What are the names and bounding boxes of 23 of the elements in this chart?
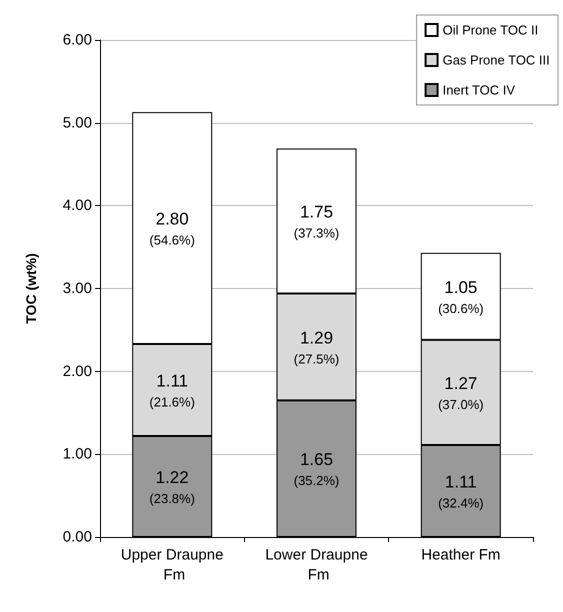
- x-tick-label: Lower Draupne Fm: [265, 546, 368, 584]
- y-tick-label: 1.00: [62, 446, 92, 463]
- x-tick-label: Upper Draupne Fm: [120, 546, 224, 584]
- y-tick-label: 2.00: [62, 362, 92, 380]
- data-label: 1.11 (21.6%): [149, 371, 195, 410]
- data-label: 1.75 (37.3%): [294, 202, 340, 240]
- y-tick-label: 3.00: [62, 280, 92, 297]
- y-axis-title: TOC (wt%): [23, 253, 39, 324]
- data-label: 2.80 (54.6%): [149, 210, 195, 248]
- data-label: 1.11 (32.4%): [438, 472, 484, 511]
- y-tick-label: 0.00: [62, 528, 92, 546]
- legend-label: Oil Prone TOC II: [442, 22, 538, 38]
- x-tick-label: Heather Fm: [421, 546, 500, 564]
- legend-label: Inert TOC IV: [442, 82, 516, 98]
- data-label: 1.29 (27.5%): [294, 328, 340, 366]
- y-tick-label: 4.00: [62, 197, 92, 214]
- data-label: 1.05 (30.6%): [438, 278, 484, 316]
- y-tick-label: 6.00: [62, 32, 92, 48]
- data-label: 1.65 (35.2%): [294, 450, 340, 488]
- y-tick-label: 5.00: [62, 114, 92, 132]
- legend-label: Gas Prone TOC III: [442, 52, 550, 68]
- data-label: 1.22 (23.8%): [149, 468, 195, 506]
- data-label: 1.27 (37.0%): [438, 374, 484, 412]
